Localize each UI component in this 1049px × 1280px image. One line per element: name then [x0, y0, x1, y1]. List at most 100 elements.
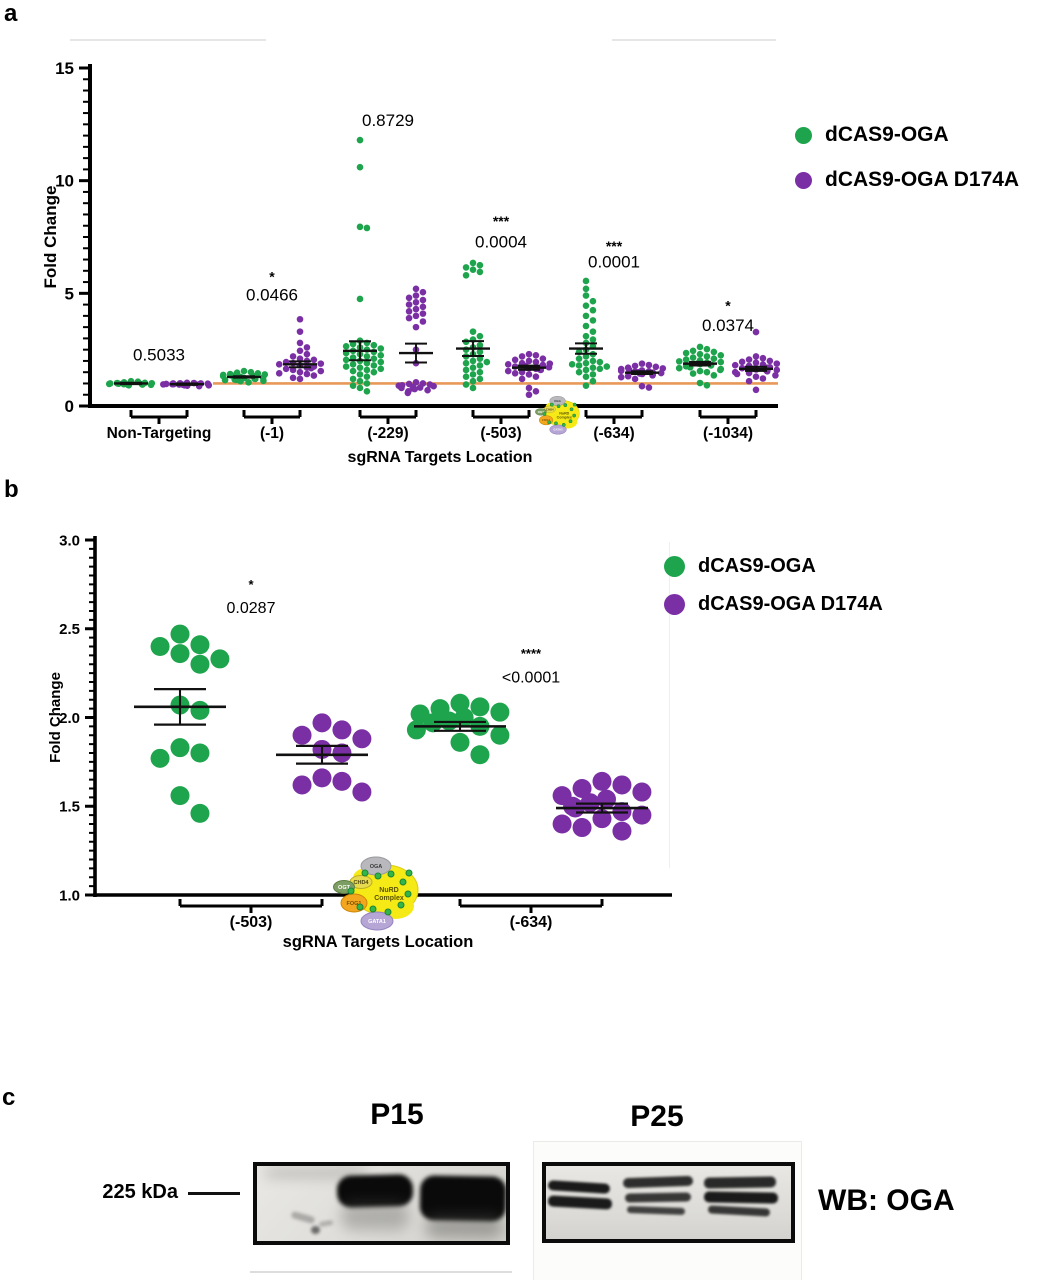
data-point-purple — [405, 294, 413, 302]
data-point-green — [589, 357, 597, 365]
data-point-green — [349, 354, 357, 361]
data-point-purple — [592, 809, 612, 829]
complex-center-label: NuRD — [559, 411, 569, 415]
data-point-purple — [398, 384, 405, 392]
purple-dot-icon — [664, 594, 685, 615]
subunit-label: FOG1 — [347, 901, 362, 907]
data-point-green — [349, 340, 357, 348]
data-point-green — [568, 361, 576, 368]
data-point-purple — [632, 805, 652, 825]
data-point-green — [476, 341, 484, 349]
data-point-green — [589, 377, 597, 385]
data-point-green — [469, 371, 477, 378]
data-point-green — [147, 381, 155, 389]
data-point-purple — [412, 323, 420, 331]
data-point-purple — [332, 743, 352, 763]
data-point-green — [363, 373, 371, 381]
data-point-green — [476, 348, 484, 356]
data-point-purple — [511, 356, 519, 364]
data-point-green — [356, 364, 364, 371]
data-point-green — [190, 803, 210, 823]
data-point-green — [476, 355, 484, 362]
data-point-purple — [511, 370, 519, 377]
data-point-green — [582, 366, 590, 374]
data-point-purple — [289, 353, 297, 360]
data-point-green — [703, 368, 711, 376]
green-dot-icon — [795, 126, 812, 144]
blot-title-p25: P25 — [630, 1100, 684, 1133]
group-label: (-1) — [260, 425, 284, 442]
data-point-green — [245, 379, 252, 386]
data-point-purple — [419, 310, 427, 317]
significance-stars: * — [269, 268, 275, 284]
molecular-weight-label: 225 kDa — [102, 1181, 178, 1203]
data-point-purple — [572, 818, 592, 838]
data-point-purple — [617, 373, 625, 381]
glcnac-dot-icon — [347, 887, 355, 895]
data-point-green — [377, 365, 385, 373]
data-point-purple — [545, 363, 553, 371]
glcnac-dot-icon — [405, 869, 413, 877]
data-point-green — [575, 368, 583, 376]
subunit-label: CHD4 — [354, 880, 370, 886]
data-point-green — [589, 306, 597, 314]
legend-label: dCAS9-OGA D174A — [825, 168, 1020, 191]
data-point-green — [170, 738, 190, 758]
data-point-green — [363, 359, 371, 367]
data-point-purple — [738, 358, 746, 366]
significance-stars: *** — [493, 213, 510, 229]
data-point-purple — [539, 355, 547, 362]
data-point-green — [717, 352, 725, 359]
data-point-green — [349, 375, 357, 383]
x-axis-title: sgRNA Targets Location — [283, 933, 474, 951]
data-point-green — [356, 163, 364, 171]
data-point-green — [356, 371, 364, 378]
p-value-label: 0.0466 — [246, 285, 298, 304]
subunit-gata1 — [549, 424, 567, 435]
legend-item-dcas9-oga: dCAS9-OGA — [795, 123, 1019, 147]
subunit-label: OGA — [370, 864, 383, 870]
panel-a-legend: dCAS9-OGA dCAS9-OGA D174A — [795, 123, 1019, 213]
data-point-purple — [612, 821, 632, 841]
data-point-green — [190, 654, 210, 674]
legend-item-dcas9-oga-d174a: dCAS9-OGA D174A — [795, 168, 1019, 192]
glcnac-dot-icon — [568, 419, 573, 424]
glcnac-dot-icon — [554, 421, 558, 426]
data-point-purple — [638, 382, 646, 390]
data-point-purple — [625, 366, 633, 374]
blot-band — [703, 1191, 779, 1204]
data-point-green — [589, 364, 597, 371]
data-point-purple — [416, 384, 424, 391]
y-tick-label: 3.0 — [59, 532, 80, 549]
p-value-label: 0.0001 — [588, 253, 640, 272]
data-point-green — [696, 350, 704, 358]
data-point-green — [105, 380, 113, 388]
blot-title-p15: P15 — [370, 1098, 424, 1131]
y-tick-label: 5 — [65, 284, 74, 303]
data-point-green — [469, 377, 477, 385]
data-point-purple — [405, 301, 413, 308]
data-point-purple — [525, 357, 533, 365]
y-tick-label: 10 — [55, 172, 74, 191]
data-point-purple — [766, 357, 774, 365]
data-point-purple — [733, 370, 741, 378]
data-point-green — [237, 377, 244, 385]
data-point-purple — [759, 354, 767, 362]
data-point-green — [150, 748, 170, 768]
data-point-green — [483, 358, 491, 366]
data-point-purple — [312, 768, 332, 788]
data-point-purple — [282, 365, 290, 373]
data-point-green — [490, 702, 510, 722]
data-point-purple — [292, 775, 312, 795]
glcnac-dot-icon — [563, 403, 568, 407]
data-point-green — [476, 268, 484, 276]
complex-center-label: NuRD — [379, 887, 398, 894]
scan-artifact-line — [612, 39, 776, 41]
data-point-green — [696, 367, 704, 375]
data-point-green — [589, 297, 597, 305]
data-point-green — [575, 362, 583, 369]
data-point-green — [150, 637, 170, 656]
data-point-green — [717, 358, 725, 366]
data-point-purple — [518, 353, 526, 360]
